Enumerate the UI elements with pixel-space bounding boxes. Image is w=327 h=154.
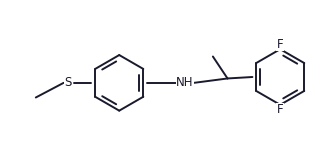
- Text: F: F: [277, 38, 284, 51]
- Text: F: F: [277, 103, 284, 116]
- Text: NH: NH: [176, 76, 194, 89]
- Text: S: S: [64, 76, 72, 89]
